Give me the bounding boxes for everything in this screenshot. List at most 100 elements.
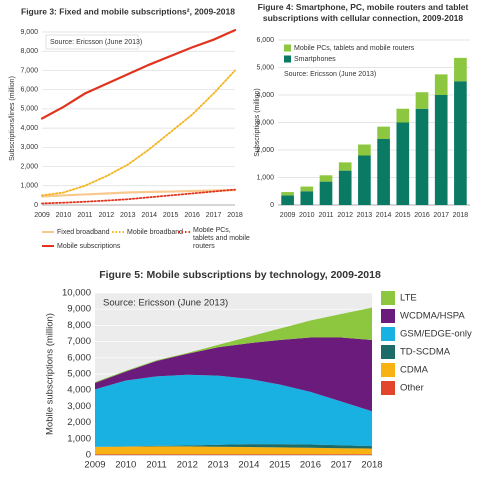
x-tick-label: 2017 xyxy=(331,460,352,471)
x-tick-label: 2016 xyxy=(300,460,321,471)
bar xyxy=(300,191,314,205)
y-tick-label: 5,000 xyxy=(67,369,91,380)
y-tick-label: 8,000 xyxy=(67,320,91,331)
y-tick-label: 0 xyxy=(86,450,91,461)
bar xyxy=(319,175,333,182)
y-tick-label: 2,000 xyxy=(256,147,274,154)
legend-swatch xyxy=(381,327,395,341)
bar xyxy=(281,195,294,205)
legend-swatch xyxy=(381,309,395,323)
legend-swatch xyxy=(381,345,395,359)
bar xyxy=(338,162,352,171)
area xyxy=(95,374,372,447)
x-tick-label: 2015 xyxy=(395,212,411,219)
x-tick-label: 2013 xyxy=(357,212,373,219)
x-tick-label: 2014 xyxy=(238,460,259,471)
bar xyxy=(281,192,294,196)
y-tick-label: 5,000 xyxy=(20,106,38,113)
legend-label: Mobile PCs, tablets and mobile routers xyxy=(294,45,415,52)
y-tick-label: 6,000 xyxy=(256,37,274,44)
y-tick-label: 6,000 xyxy=(20,87,38,94)
bar xyxy=(358,144,371,156)
y-tick-label: 0 xyxy=(34,202,38,209)
x-tick-label: 2014 xyxy=(141,212,157,219)
area xyxy=(95,446,372,455)
y-tick-label: 1,000 xyxy=(256,174,274,181)
x-tick-label: 2010 xyxy=(56,212,72,219)
legend-label: TD-SCDMA xyxy=(400,347,451,358)
bar xyxy=(396,122,410,205)
y-tick-label: 6,000 xyxy=(67,352,91,363)
bar xyxy=(415,108,429,205)
legend-label: Mobile PCs, tablets and mobile routers xyxy=(193,227,250,249)
bar xyxy=(377,126,390,139)
y-tick-label: 8,000 xyxy=(20,48,38,55)
y-axis-label: Mobile subscriptions (million) xyxy=(45,313,56,435)
y-tick-label: 1,000 xyxy=(67,433,91,444)
x-tick-label: 2009 xyxy=(34,212,50,219)
y-tick-label: 1,000 xyxy=(20,183,38,190)
legend-label: WCDMA/HSPA xyxy=(400,311,465,322)
x-tick-label: 2009 xyxy=(84,460,105,471)
y-tick-label: 0 xyxy=(270,202,274,209)
legend-swatch xyxy=(284,44,291,52)
y-tick-label: 5,000 xyxy=(256,64,274,71)
y-tick-label: 10,000 xyxy=(62,288,91,299)
chart-title: Figure 3: Fixed and mobile subscriptions… xyxy=(21,6,235,16)
area xyxy=(95,444,372,449)
x-tick-label: 2012 xyxy=(99,212,115,219)
bar xyxy=(300,186,314,192)
bar xyxy=(434,95,448,205)
chart-title-box: Figure 4: Smartphone, PC, mobile routers… xyxy=(257,2,469,23)
x-tick-label: 2018 xyxy=(453,212,469,219)
y-tick-label: 3,000 xyxy=(20,144,38,151)
x-tick-label: 2018 xyxy=(227,212,243,219)
y-tick-label: 4,000 xyxy=(67,385,91,396)
x-tick-label: 2013 xyxy=(120,212,136,219)
x-tick-label: 2017 xyxy=(206,212,222,219)
legend-swatch xyxy=(284,55,291,63)
x-tick-label: 2010 xyxy=(115,460,136,471)
source-box xyxy=(45,34,139,50)
x-tick-label: 2010 xyxy=(299,212,315,219)
source-note: Source: Ericsson (June 2013) xyxy=(284,71,376,78)
x-tick-label: 2017 xyxy=(433,212,449,219)
source-note: Source: Ericsson (June 2013) xyxy=(103,298,228,309)
legend-label: CDMA xyxy=(400,365,429,376)
x-tick-label: 2011 xyxy=(77,212,92,219)
y-tick-label: 9,000 xyxy=(20,29,38,36)
y-tick-label: 9,000 xyxy=(67,304,91,315)
chart-title: Figure 4: Smartphone, PC, mobile routers… xyxy=(257,2,469,23)
x-tick-label: 2009 xyxy=(280,212,296,219)
legend-label: Smartphones xyxy=(294,56,336,63)
bar xyxy=(415,92,429,109)
y-tick-label: 7,000 xyxy=(67,336,91,347)
bar xyxy=(454,57,467,82)
y-axis-label: Subscriptions (million) xyxy=(254,88,261,156)
y-tick-label: 3,000 xyxy=(256,119,274,126)
bar xyxy=(454,81,467,205)
legend-label: LTE xyxy=(400,293,417,304)
bar xyxy=(396,108,410,123)
area xyxy=(95,337,372,412)
legend-label: Mobile subscriptions xyxy=(57,243,121,250)
y-axis-label: Subscriptions/lines (million) xyxy=(9,76,16,161)
y-tick-label: 2,000 xyxy=(20,163,38,170)
x-tick-label: 2016 xyxy=(184,212,200,219)
y-tick-label: 3,000 xyxy=(67,401,91,412)
y-tick-label: 4,000 xyxy=(20,125,38,132)
x-tick-label: 2015 xyxy=(269,460,290,471)
line xyxy=(40,188,237,198)
chart-title: Figure 5: Mobile subscriptions by techno… xyxy=(99,269,381,281)
source-note: Source: Ericsson (June 2013) xyxy=(50,39,142,46)
legend-swatch xyxy=(381,381,395,395)
y-tick-label: 7,000 xyxy=(20,67,38,74)
line xyxy=(41,69,236,197)
bar xyxy=(358,155,371,205)
bar xyxy=(434,74,448,95)
x-tick-label: 2015 xyxy=(163,212,179,219)
x-tick-label: 2011 xyxy=(318,212,333,219)
bar xyxy=(377,139,390,205)
